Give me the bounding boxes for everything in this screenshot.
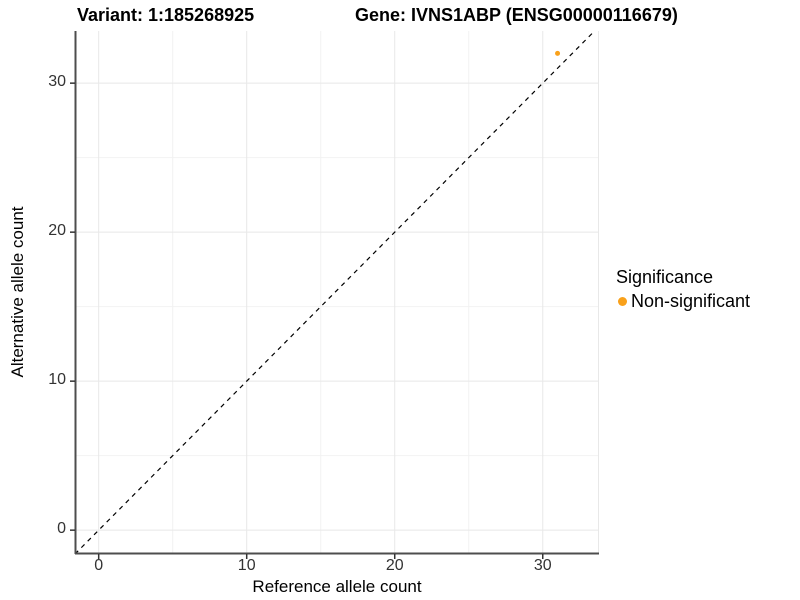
x-tick-label: 10: [237, 557, 256, 574]
variant-title: Variant: 1:185268925: [77, 5, 255, 25]
identity-dashed-line: [74, 30, 595, 555]
legend: Significance Non-significant: [616, 267, 750, 312]
legend-item-label: Non-significant: [631, 291, 751, 311]
y-tick-label: 20: [48, 222, 66, 240]
y-tick-label: 30: [48, 73, 66, 91]
legend-point-icon: [618, 297, 627, 306]
y-tick-label: 10: [48, 371, 66, 389]
gene-title: Gene: IVNS1ABP (ENSG00000116679): [355, 5, 678, 25]
x-axis-title: Reference allele count: [252, 577, 422, 596]
x-tick-label: 20: [385, 557, 404, 574]
data-point: [555, 50, 561, 56]
x-tick-label: 30: [533, 557, 552, 574]
legend-item-non-significant: Non-significant: [616, 291, 750, 312]
y-axis-title: Alternative allele count: [8, 206, 27, 378]
legend-title: Significance: [616, 267, 714, 287]
y-tick-label: 0: [57, 520, 66, 538]
plot-panel: [70, 30, 599, 559]
x-tick-label: 0: [94, 557, 104, 574]
